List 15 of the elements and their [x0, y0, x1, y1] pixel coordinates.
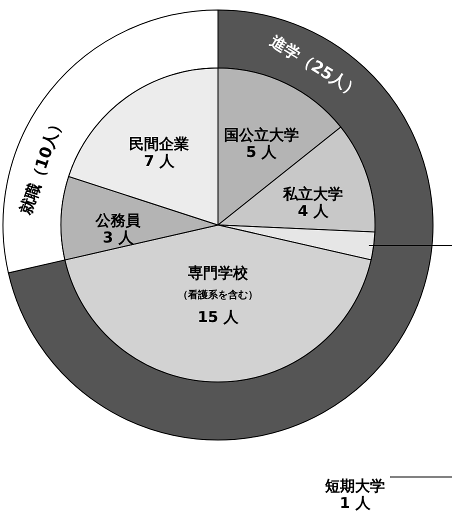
legend-label: 短期大学 — [324, 477, 385, 495]
data-label: 3 人 — [102, 228, 134, 247]
data-label: 7 人 — [144, 152, 176, 170]
slice-label: 専門学校 — [187, 264, 249, 282]
data-label: 5 人 — [246, 142, 278, 161]
slice-label: 民間企業 — [129, 135, 190, 154]
slice-label: 公務員 — [94, 212, 142, 230]
slice-label: 国公立大学 — [224, 126, 299, 144]
slice-label: 進学（25人） — [266, 30, 364, 101]
slice-label: 就職（10人） — [16, 114, 67, 218]
slice-label: 私立大学 — [282, 185, 344, 204]
data-label: 4 人 — [298, 202, 330, 220]
text: （看護系を含む） — [178, 290, 258, 301]
data-label: 15 人 — [197, 308, 240, 326]
data-label: 1 人 — [340, 494, 372, 512]
